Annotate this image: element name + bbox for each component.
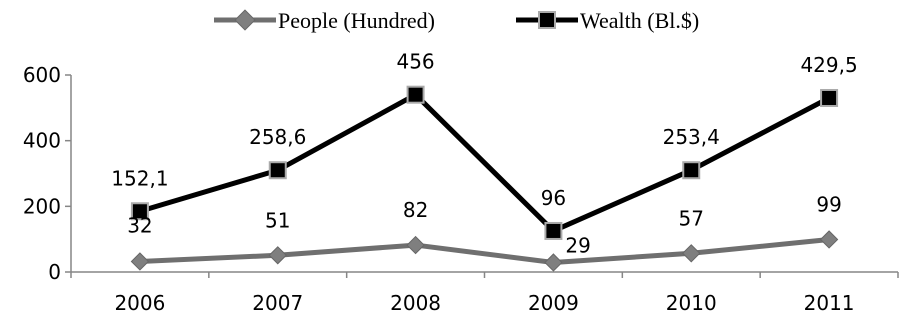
legend-wealth-label: Wealth (Bl.$)	[580, 8, 699, 33]
data-label-wealth-2011: 429,5	[800, 53, 857, 77]
point-people-2009	[544, 253, 563, 272]
data-label-people-2011: 99	[816, 192, 841, 216]
data-label-people-2010: 57	[679, 206, 704, 230]
legend: People (Hundred) Wealth (Bl.$)	[214, 8, 699, 33]
legend-entry-wealth: Wealth (Bl.$)	[516, 8, 699, 33]
data-labels-layer: 32 51 82 29 57 99 152,1 258,6 456 96 253,4 429,5	[111, 50, 857, 258]
y-tick-label-200: 200	[23, 194, 61, 218]
data-label-wealth-2009: 96	[541, 186, 566, 210]
x-tick-label-2010: 2010	[666, 291, 717, 315]
data-label-people-2007: 51	[265, 208, 290, 232]
point-people-2006	[130, 252, 150, 271]
point-wealth-2006	[130, 202, 149, 221]
point-wealth-2007	[268, 161, 287, 180]
data-label-wealth-2010: 253,4	[663, 125, 720, 149]
y-tick-label-600: 600	[23, 63, 61, 87]
x-tick-label-2006: 2006	[114, 291, 165, 315]
point-people-2007	[268, 246, 287, 265]
legend-people-marker	[234, 9, 256, 31]
point-people-2010	[682, 244, 701, 263]
point-wealth-2010	[682, 161, 701, 180]
legend-entry-people: People (Hundred)	[214, 8, 435, 33]
x-tick-label-2011: 2011	[804, 291, 855, 315]
data-label-wealth-2006: 152,1	[111, 166, 168, 190]
legend-wealth-marker	[538, 11, 556, 29]
y-tick-label-0: 0	[48, 260, 61, 284]
x-tick-label-2007: 2007	[252, 291, 303, 315]
point-people-2011	[819, 230, 839, 249]
y-tick-label-400: 400	[23, 129, 61, 153]
point-wealth-2009	[544, 221, 563, 240]
x-axis-ticks: 2006 2007 2008 2009 2010 2011	[70, 272, 899, 315]
series-line-people	[139, 237, 830, 265]
data-label-people-2008: 82	[403, 198, 428, 222]
data-label-wealth-2007: 258,6	[249, 125, 306, 149]
data-label-wealth-2008: 456	[396, 50, 434, 74]
point-people-2008	[406, 235, 425, 255]
x-tick-label-2008: 2008	[390, 291, 441, 315]
data-label-people-2009: 29	[565, 233, 590, 257]
point-wealth-2008	[406, 85, 425, 104]
legend-people-label: People (Hundred)	[278, 8, 435, 33]
x-tick-label-2009: 2009	[528, 291, 579, 315]
series-line-wealth	[139, 92, 831, 234]
series-layer	[130, 85, 839, 272]
point-wealth-2011	[820, 88, 839, 107]
data-label-people-2006: 32	[127, 213, 152, 237]
y-axis-ticks: 0 200 400 600	[23, 63, 71, 284]
